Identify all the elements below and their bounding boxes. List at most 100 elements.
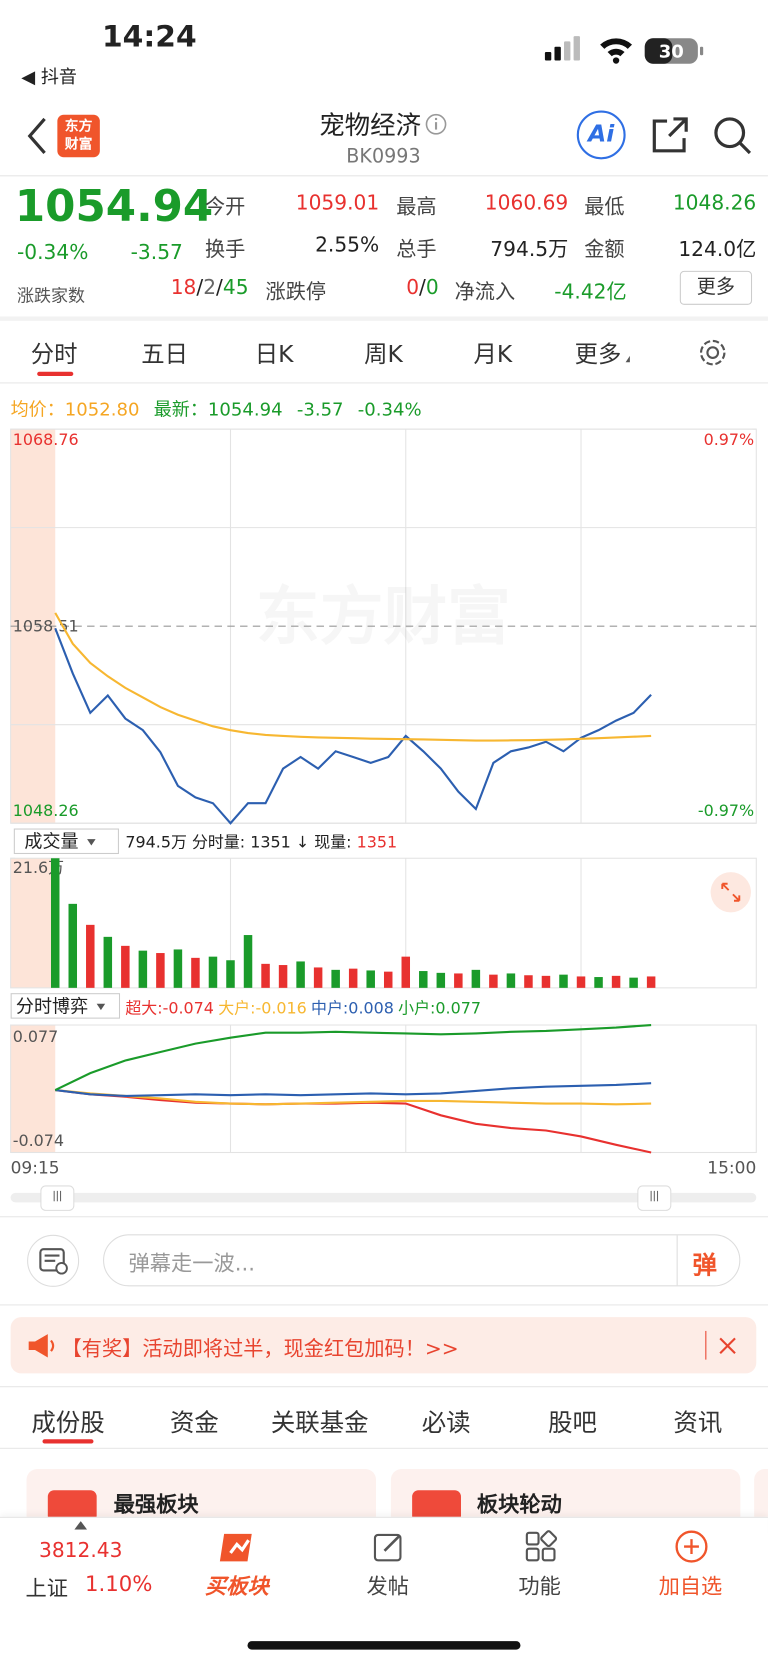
volume-bar (278, 965, 288, 988)
y2-tick-label: 0.97% (704, 430, 755, 449)
nav-item[interactable]: 买板块 (205, 1573, 269, 1599)
volume-bar (348, 968, 358, 988)
nav-icon (373, 1533, 402, 1562)
content-tab[interactable]: 成份股 (31, 1409, 105, 1438)
content-tab[interactable]: 资讯 (673, 1409, 723, 1438)
nav-icon (525, 1530, 558, 1562)
volume-bar (576, 976, 586, 988)
range-slider[interactable] (10, 1192, 757, 1203)
volume-selector[interactable]: 成交量 (13, 828, 119, 855)
period-tab[interactable]: 分时 (30, 342, 78, 369)
banner-text: 【有奖】活动即将过半，现金红包加码！>> (61, 1337, 459, 1361)
legend-value: 0.077 (435, 998, 482, 1018)
volume-bar (611, 975, 621, 988)
danmaku-toggle[interactable] (27, 1234, 80, 1287)
volume-bar (226, 960, 235, 988)
nav-item[interactable]: 功能 (518, 1573, 561, 1599)
down-count: 45 (222, 276, 249, 300)
time-label: 15:00 (707, 1157, 757, 1178)
volume-bar (156, 953, 165, 988)
period-tab[interactable]: 更多 (575, 336, 630, 370)
nav-icon (219, 1533, 252, 1562)
search-button[interactable] (712, 115, 754, 157)
y-tick-label: 0.077 (13, 1027, 59, 1046)
status-time: 14:24 (101, 19, 197, 55)
breadth-label: 涨跌家数 (16, 285, 85, 306)
volume-bar (559, 974, 568, 988)
content-tab[interactable]: 资金 (169, 1409, 219, 1438)
nav-item[interactable]: 发帖 (366, 1573, 409, 1599)
volume-bar (436, 972, 446, 988)
close-banner[interactable] (718, 1336, 737, 1355)
title-text: 宠物经济 (319, 110, 422, 141)
home-indicator (247, 1641, 521, 1650)
back-button[interactable] (21, 115, 53, 157)
volume-bar (50, 858, 60, 988)
period-tab[interactable]: 五日 (141, 342, 189, 369)
field-value: 1059.01 (295, 191, 380, 215)
index-change[interactable]: 1.10% (84, 1570, 153, 1597)
info-icon[interactable] (424, 113, 447, 136)
breadth-value: 18/2/45 (171, 276, 249, 299)
flow-selector[interactable]: 分时博弈 (10, 993, 121, 1019)
field-label: 最高 (396, 195, 437, 219)
volume-total: 794.5万 (125, 832, 187, 852)
content-tab[interactable]: 必读 (421, 1409, 471, 1438)
logo-text: 财富 (64, 137, 93, 153)
volume-bar (454, 973, 463, 988)
back-app[interactable]: ◀ 抖音 (21, 66, 77, 89)
y-tick-label: 1058.51 (13, 616, 79, 635)
promo-banner[interactable] (10, 1317, 757, 1374)
volume-info: 794.5万 分时量: 1351 ↓ 现量: 1351 (125, 831, 397, 853)
ai-button[interactable]: Ai (576, 110, 626, 160)
content-tab[interactable]: 股吧 (548, 1409, 597, 1438)
latest-change-pct: -0.34% (357, 399, 422, 421)
nav-item[interactable]: 加自选 (658, 1573, 723, 1599)
danmaku-send[interactable]: 弹 (692, 1252, 717, 1280)
field-value: 124.0亿 (678, 237, 757, 262)
index-name[interactable]: 上证 (25, 1575, 68, 1601)
divider (0, 382, 768, 384)
index-value[interactable]: 3812.43 (38, 1539, 123, 1563)
volume-bar (208, 956, 218, 988)
settings-button[interactable] (696, 336, 730, 370)
divider (0, 1386, 768, 1388)
input-placeholder: 弹幕走一波... (128, 1250, 256, 1276)
battery-level: 30 (659, 41, 684, 62)
volume-bar (524, 975, 533, 988)
volume-bar (331, 969, 340, 988)
divider (0, 1304, 768, 1306)
more-button[interactable]: 更多 (679, 270, 753, 305)
period-tab[interactable]: 周K (364, 342, 403, 369)
volume-bar (191, 957, 200, 988)
tab-text: 更多 (574, 342, 622, 369)
last-price: 1054.94 (14, 180, 214, 232)
content-tab[interactable]: 关联基金 (270, 1409, 369, 1438)
danmaku-input[interactable] (103, 1234, 741, 1287)
period-tab[interactable]: 月K (473, 342, 513, 369)
field-value: 2.55% (315, 233, 380, 258)
nav-icon (675, 1530, 708, 1563)
slider-handle[interactable]: ​ (637, 1185, 672, 1211)
volume-bar (68, 903, 78, 988)
separator: / (216, 276, 223, 300)
share-button[interactable] (650, 115, 692, 157)
card-title: 板块轮动 (476, 1491, 562, 1517)
tab-indicator (37, 371, 74, 377)
separator: / (419, 276, 426, 300)
expand-icon[interactable] (74, 1521, 88, 1530)
divider (0, 175, 768, 177)
legend-name: 中户: (311, 998, 349, 1018)
period-tab[interactable]: 日K (254, 342, 294, 369)
time-label: 09:15 (10, 1157, 60, 1178)
bottom-nav (0, 1516, 768, 1665)
dropdown-icon (87, 839, 96, 846)
y2-tick-label: -0.97% (698, 801, 754, 820)
volume-bar (366, 970, 375, 988)
slider-handle[interactable]: ​ (40, 1185, 75, 1211)
tick-volume: 1351 (250, 832, 291, 852)
latest-value: 1054.94 (207, 399, 283, 421)
volume-bar (489, 974, 498, 988)
divider (0, 1216, 768, 1218)
